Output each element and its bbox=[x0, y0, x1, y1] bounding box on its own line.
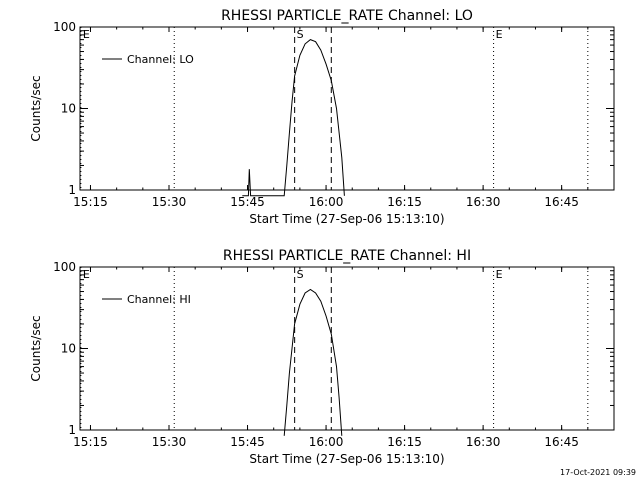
chart-panel-lo: RHESSI PARTICLE_RATE Channel: LO E S E 15:15… bbox=[29, 8, 615, 226]
x-tick-label: 16:15 bbox=[387, 195, 422, 209]
chart-title: RHESSI PARTICLE_RATE Channel: LO bbox=[221, 8, 473, 24]
y-tick-label: 100 bbox=[53, 260, 76, 274]
x-tick-label: 16:30 bbox=[466, 435, 501, 449]
plot-frame bbox=[79, 26, 615, 191]
x-axis-label: Start Time (27-Sep-06 15:13:10) bbox=[249, 212, 444, 226]
y-tick-label: 10 bbox=[61, 102, 76, 116]
y-tick-label: 1 bbox=[68, 183, 76, 197]
x-tick-label: 15:15 bbox=[73, 435, 108, 449]
x-tick-label: 16:45 bbox=[544, 435, 579, 449]
x-tick-label: 16:30 bbox=[466, 195, 501, 209]
x-tick-label: 16:15 bbox=[387, 435, 422, 449]
x-axis-label: Start Time (27-Sep-06 15:13:10) bbox=[249, 452, 444, 466]
y-axis-label: Counts/sec bbox=[29, 315, 43, 381]
chart-panel-hi: RHESSI PARTICLE_RATE Channel: HI E S E 15:15… bbox=[29, 248, 615, 466]
x-tick-label: 16:00 bbox=[309, 195, 344, 209]
legend-label: Channel: LO bbox=[127, 53, 194, 66]
series-line bbox=[283, 288, 343, 436]
x-tick-label: 15:15 bbox=[73, 195, 108, 209]
legend-label: Channel: HI bbox=[127, 293, 191, 306]
x-tick-label: 15:30 bbox=[152, 435, 187, 449]
time-marker-label: S bbox=[297, 268, 304, 281]
y-tick-label: 1 bbox=[68, 423, 76, 437]
plot-frame bbox=[79, 266, 615, 431]
chart-title: RHESSI PARTICLE_RATE Channel: HI bbox=[223, 248, 471, 264]
time-marker-label: E bbox=[83, 28, 90, 41]
y-axis-label: Counts/sec bbox=[29, 75, 43, 141]
time-marker-label: S bbox=[297, 28, 304, 41]
time-marker-label: E bbox=[496, 28, 503, 41]
x-tick-label: 16:45 bbox=[544, 195, 579, 209]
x-tick-label: 15:30 bbox=[152, 195, 187, 209]
time-marker-label: E bbox=[83, 268, 90, 281]
series-line bbox=[242, 39, 345, 197]
timestamp: 17-Oct-2021 09:39 bbox=[560, 468, 636, 477]
y-tick-label: 10 bbox=[61, 342, 76, 356]
time-marker-label: E bbox=[496, 268, 503, 281]
x-tick-label: 15:45 bbox=[230, 195, 265, 209]
x-tick-label: 15:45 bbox=[230, 435, 265, 449]
y-tick-label: 100 bbox=[53, 20, 76, 34]
x-tick-label: 16:00 bbox=[309, 435, 344, 449]
